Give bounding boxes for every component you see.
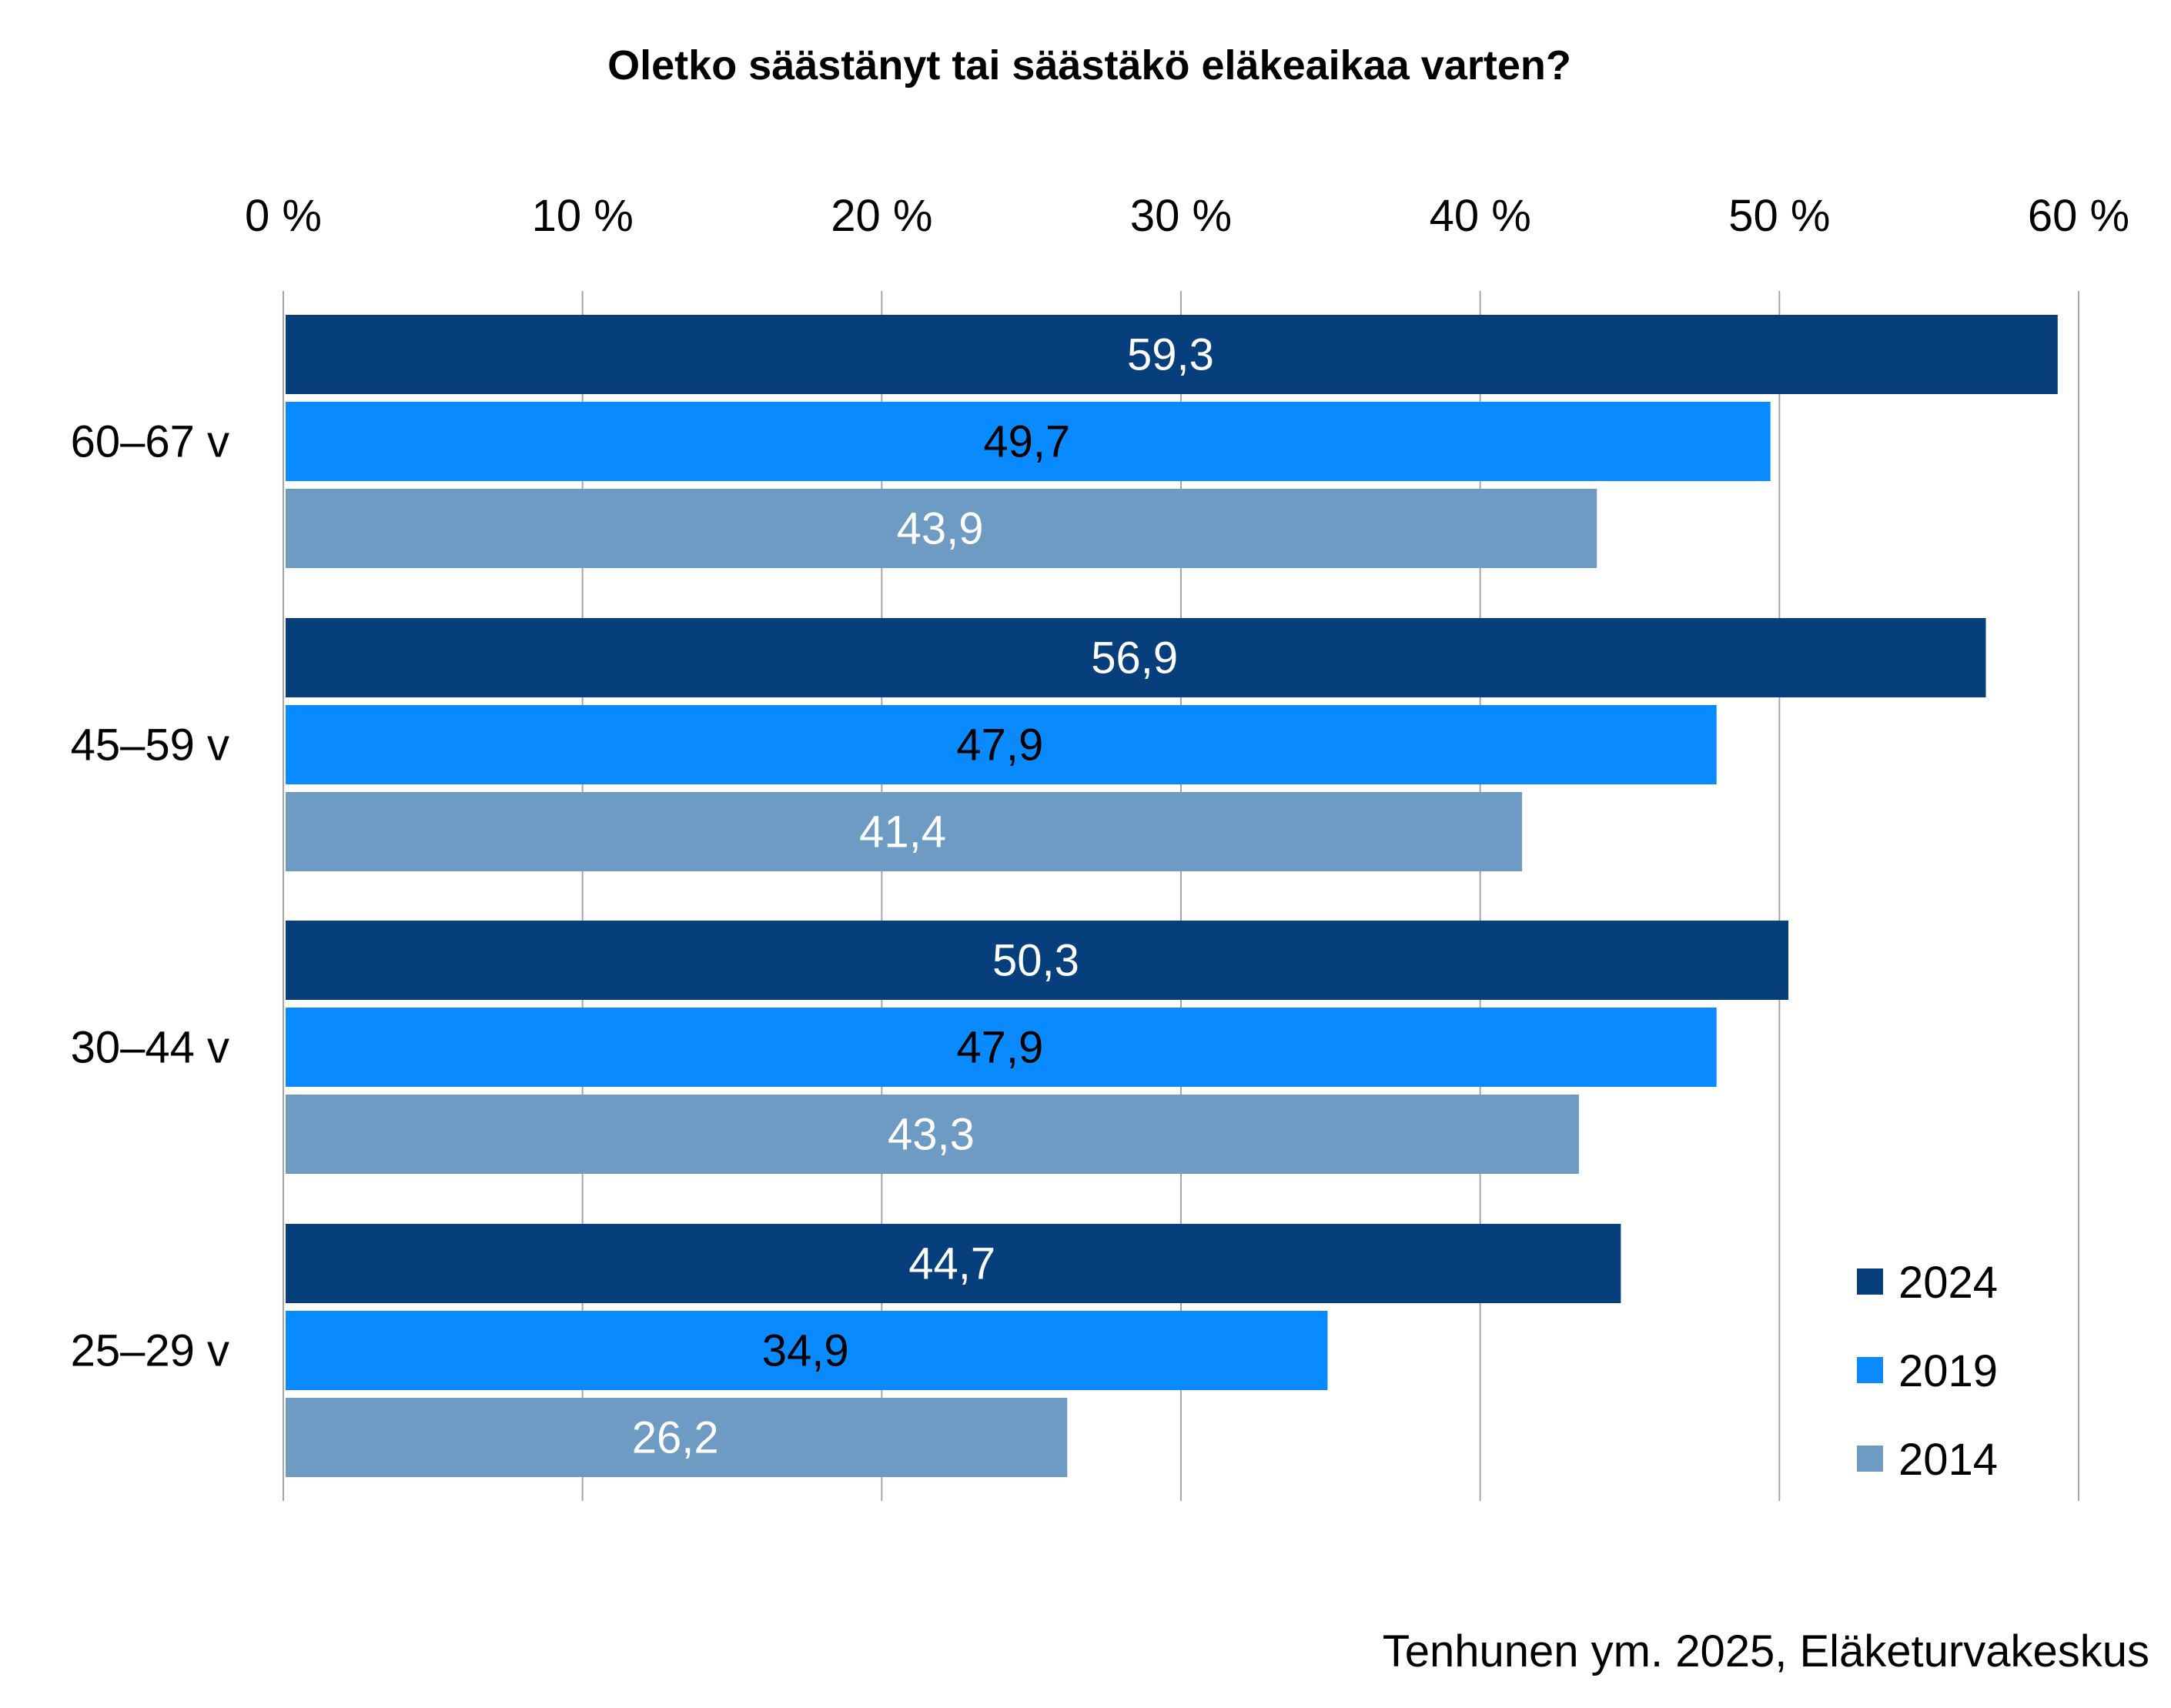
source-note: Tenhunen ym. 2025, Eläketurvakeskus (1383, 1626, 2149, 1676)
bar-2024-1 (286, 618, 1986, 697)
x-tick-label: 20 % (831, 191, 932, 241)
legend-swatch-2014 (1857, 1446, 1883, 1472)
data-label: 59,3 (1127, 330, 1214, 380)
bar-2014-1 (286, 792, 1523, 871)
legend-label: 2014 (1898, 1435, 1998, 1485)
legend-swatch-2019 (1857, 1357, 1883, 1383)
category-label: 25–29 v (71, 1326, 229, 1376)
legend-label: 2019 (1898, 1346, 1998, 1396)
bar-2014-3 (286, 1398, 1068, 1477)
x-tick-label: 50 % (1728, 191, 1830, 241)
bar-2024-2 (286, 921, 1788, 1000)
data-label: 44,7 (908, 1239, 995, 1289)
bar-2024-0 (286, 315, 2058, 394)
x-tick-label: 0 % (245, 191, 322, 241)
x-tick-label: 40 % (1430, 191, 1531, 241)
x-tick-label: 10 % (532, 191, 634, 241)
data-label: 34,9 (762, 1326, 849, 1376)
bar-2024-3 (286, 1224, 1621, 1303)
data-label: 26,2 (632, 1413, 719, 1463)
bar-2019-1 (286, 705, 1717, 784)
category-labels: 60–67 v 45–59 v 30–44 v 25–29 v (71, 417, 229, 1376)
x-tick-label: 60 % (2028, 191, 2129, 241)
legend-label: 2024 (1898, 1258, 1998, 1308)
bar-2019-3 (286, 1311, 1328, 1390)
category-label: 45–59 v (71, 720, 229, 770)
bar-2019-2 (286, 1008, 1717, 1087)
bar-2014-0 (286, 489, 1597, 568)
category-label: 30–44 v (71, 1023, 229, 1073)
data-label: 47,9 (956, 720, 1043, 770)
chart-title: Oletko säästänyt tai säästäkö eläkeaikaa… (607, 42, 1571, 89)
bars: 59,349,743,956,947,941,450,347,943,344,7… (286, 315, 2058, 1477)
data-label: 47,9 (956, 1023, 1043, 1073)
legend-swatch-2024 (1857, 1268, 1883, 1295)
data-label: 50,3 (992, 936, 1079, 986)
data-label: 49,7 (983, 417, 1070, 467)
category-label: 60–67 v (71, 417, 229, 467)
data-label: 43,3 (888, 1110, 975, 1160)
data-label: 43,9 (897, 504, 984, 554)
x-tick-label: 30 % (1130, 191, 1232, 241)
data-label: 56,9 (1091, 633, 1178, 684)
legend: 2024 2019 2014 (1857, 1258, 1998, 1485)
bar-2019-0 (286, 402, 1771, 481)
bar-2014-2 (286, 1095, 1579, 1174)
x-axis-tick-labels: 0 % 10 % 20 % 30 % 40 % 50 % 60 % (245, 191, 2129, 241)
data-label: 41,4 (859, 807, 946, 857)
